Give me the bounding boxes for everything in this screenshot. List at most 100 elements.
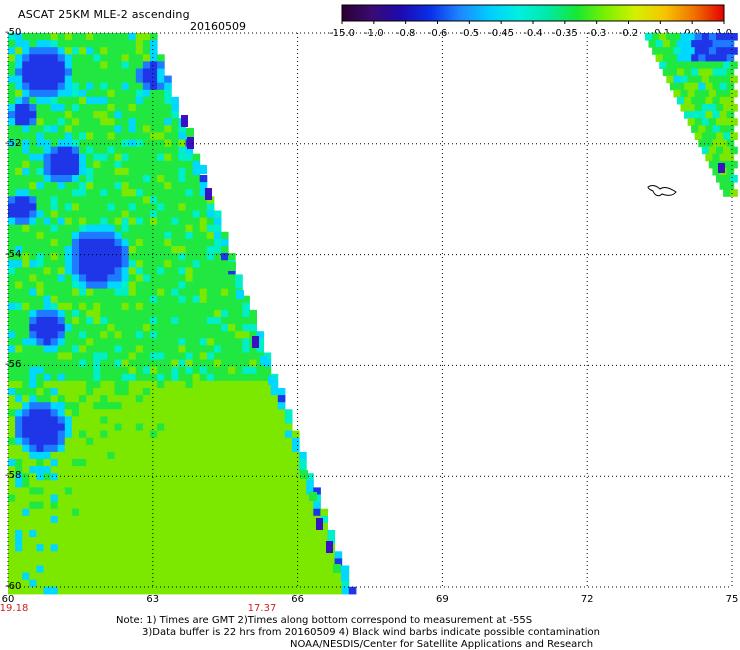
data-cell [43,196,52,204]
data-cell [22,196,30,204]
data-cell [249,544,257,552]
data-cell [320,537,328,545]
data-cell [57,246,66,254]
data-cell [249,324,257,332]
data-cell [36,586,44,595]
data-cell [36,494,44,503]
data-cell [164,480,172,488]
data-cell [135,139,144,148]
data-cell [142,281,151,290]
data-cell [22,402,30,410]
data-cell [221,473,229,481]
data-cell [708,118,717,126]
data-cell [15,189,23,197]
data-cell [150,182,158,190]
data-cell [29,380,37,389]
data-cell [22,537,30,545]
data-cell [249,430,257,439]
data-cell [43,75,52,84]
data-cell [150,352,158,361]
data-cell [107,274,115,282]
data-cell [8,459,16,467]
data-cell [648,40,657,48]
data-cell [86,586,94,595]
data-cell [150,380,158,389]
data-cell [86,111,94,119]
data-cell [86,579,94,588]
gridlines [7,32,733,588]
data-cell [142,288,151,297]
data-cell [185,586,194,595]
data-cell [171,253,179,261]
data-cell [135,246,144,254]
data-cell [292,572,300,581]
data-cell [57,302,66,311]
data-cell [135,388,144,396]
data-cell [242,309,250,318]
data-cell [192,409,201,417]
data-cell [128,544,137,552]
data-cell [114,267,123,275]
data-cell [723,160,731,169]
data-cell [277,487,286,495]
data-cell [22,231,30,240]
data-cell [292,487,300,495]
data-cell [178,437,186,446]
data-cell [206,508,215,517]
data-cell [235,416,243,424]
data-cell [57,96,66,105]
data-cell [327,579,336,588]
data-cell [263,395,272,403]
data-cell [698,96,706,105]
data-cell [107,82,115,91]
data-cell [50,572,59,581]
data-cell [43,558,52,566]
data-cell [698,125,706,133]
data-cell [206,196,215,204]
data-cell [178,572,186,581]
data-cell [29,96,37,105]
data-cell [701,33,710,41]
data-cell [313,551,321,559]
data-cell [100,253,108,261]
data-cell [299,501,307,510]
data-cell [680,47,689,55]
data-cell [43,373,52,382]
data-cell [192,586,201,595]
data-cell [114,295,123,304]
data-cell [142,295,151,304]
data-cell [100,302,108,311]
data-cell [221,459,229,467]
data-cell [93,437,101,446]
data-cell [64,203,73,211]
data-cell [57,189,66,197]
data-cell [114,423,123,432]
data-cell [171,466,179,474]
data-cell [199,302,208,311]
data-cell [192,238,201,247]
data-cell [320,508,328,517]
data-cell [86,104,94,112]
data-cell [57,423,66,432]
data-cell [15,246,23,254]
data-cell [135,302,144,311]
data-cell [64,530,73,538]
data-cell [8,345,16,353]
data-cell [114,317,123,325]
data-cell [86,231,94,240]
data-cell [659,61,667,69]
data-cell [221,423,229,432]
data-cell [100,281,108,290]
data-cell [708,47,717,55]
data-cell [15,167,23,176]
data-cell [128,508,137,517]
data-cell [178,579,186,588]
data-cell [242,416,250,424]
data-cell [256,388,265,396]
data-cell [718,163,725,173]
data-cell [171,104,179,112]
data-cell [171,558,179,566]
data-cell [50,494,59,503]
data-cell [29,203,37,211]
data-cell [135,260,144,268]
